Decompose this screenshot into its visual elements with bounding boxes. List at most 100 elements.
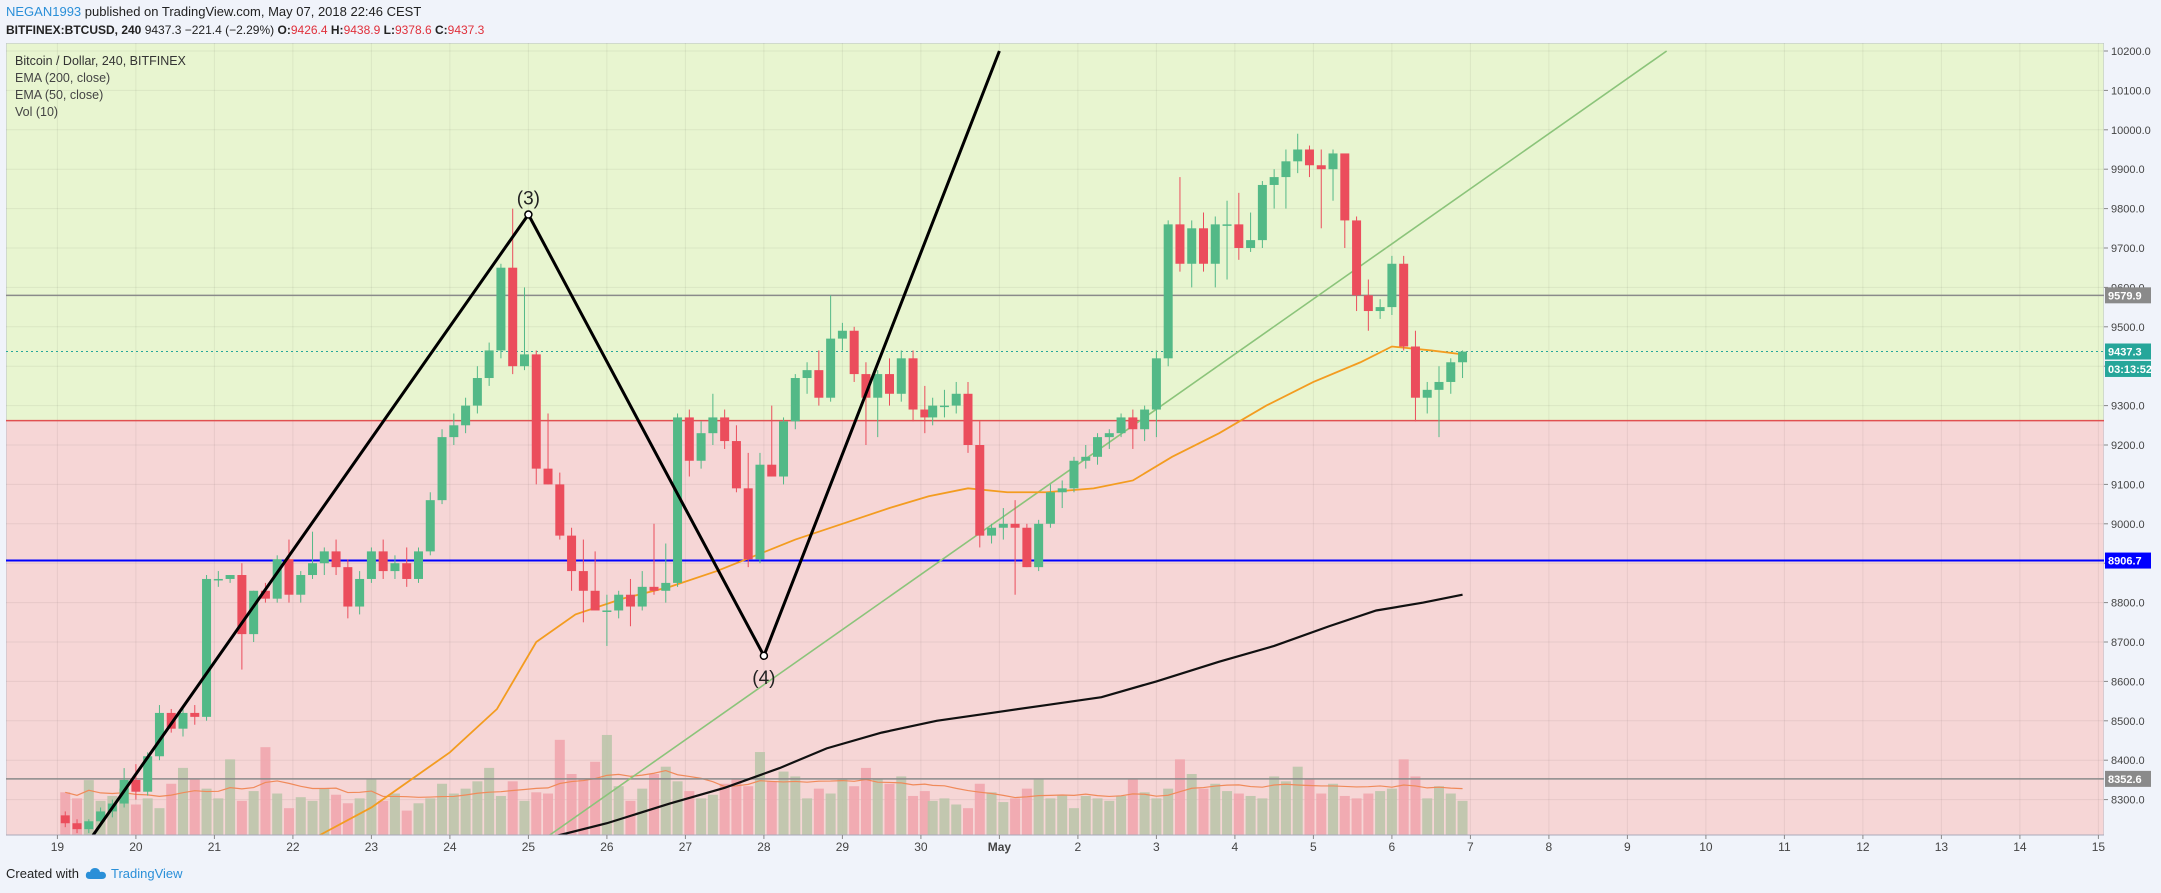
volume-bar (1257, 798, 1268, 835)
volume-bar (672, 781, 683, 835)
time-tick-label: 10 (1699, 840, 1713, 854)
candle-up (437, 437, 447, 501)
candle-down (731, 441, 741, 489)
volume-bar (813, 788, 824, 835)
price-tick-label: 9800.0 (2111, 204, 2145, 216)
price-tag-label: 8906.7 (2108, 556, 2142, 568)
candle-down (1128, 417, 1138, 430)
candle-down (920, 409, 930, 418)
chart-legend: Bitcoin / Dollar, 240, BITFINEX EMA (200… (15, 53, 186, 121)
volume-bar (790, 776, 801, 835)
price-tag (2105, 770, 2151, 787)
candle-down (567, 535, 577, 572)
candle-down (60, 815, 70, 824)
volume-bar (389, 793, 400, 835)
price-tick-label: 9500.0 (2111, 322, 2145, 334)
candle-down (343, 567, 353, 607)
volume-bar (413, 803, 424, 835)
candle-up (1069, 460, 1079, 489)
volume-bar (554, 739, 565, 835)
candle-down (1410, 346, 1420, 398)
candle-up (1210, 224, 1220, 264)
price-tag (2105, 360, 2151, 377)
candle-up (826, 338, 836, 398)
volume-bar (1092, 798, 1103, 835)
volume-bar (884, 783, 895, 835)
candle-down (814, 370, 824, 398)
price-tick-label: 10000.0 (2111, 125, 2151, 137)
volume-bar (660, 766, 671, 835)
volume-bar (130, 804, 141, 835)
volume-bar (1068, 808, 1079, 835)
price-chart[interactable]: (3) (4) 8300.0 8400.0 8500.0 8600.0 8700.0 8800… (5, 42, 2153, 858)
price-tick-label: 9200.0 (2111, 440, 2145, 452)
volume-bar (590, 761, 601, 835)
time-axis (6, 835, 2153, 858)
price-tick-label: 10100.0 (2111, 85, 2151, 97)
volume-bar (1339, 795, 1350, 835)
candle-up (84, 821, 94, 830)
candle-up (951, 393, 961, 406)
price-tick-label: 9000.0 (2111, 519, 2145, 531)
ema200-line (543, 593, 1463, 841)
time-tick-label: 14 (2013, 840, 2027, 854)
volume-bar (472, 781, 483, 835)
volume-bar (1375, 791, 1386, 835)
price-tick-label: 8300.0 (2111, 795, 2145, 807)
volume-bar (696, 798, 707, 835)
volume-bar (1010, 798, 1021, 835)
time-tick-label: 30 (914, 840, 928, 854)
candle-down (963, 393, 973, 445)
username-link[interactable]: NEGAN1993 (6, 4, 82, 19)
candle-up (1045, 492, 1055, 524)
time-tick-label: 9 (1624, 840, 1631, 854)
price-tick-label: 8700.0 (2111, 637, 2145, 649)
candle-up (1293, 149, 1303, 162)
volume-bar (754, 752, 765, 835)
high-value: 9438.9 (343, 23, 381, 37)
time-tick-label: 2 (1075, 840, 1082, 854)
candle-up (519, 354, 529, 367)
volume-bar (1328, 783, 1339, 835)
candle-down (166, 712, 176, 729)
wave-point (524, 210, 533, 219)
volume-bar (201, 788, 212, 835)
candle-down (767, 464, 777, 477)
tradingview-cloud-icon (85, 868, 106, 879)
time-tick-label: 29 (836, 840, 850, 854)
candle-up (1151, 358, 1161, 410)
candle-up (1163, 224, 1173, 359)
volume-bar (189, 778, 200, 835)
candle-up (366, 551, 376, 579)
volume-bar (778, 771, 789, 835)
candle-down (590, 590, 600, 611)
volume-bar (578, 778, 589, 835)
volume-bar (248, 791, 259, 835)
ema50-line (312, 345, 1463, 840)
candle-up (1434, 381, 1444, 390)
volume-bar (1398, 759, 1409, 835)
volume-bar (1457, 800, 1468, 835)
tradingview-logo-link[interactable]: TradingView (85, 866, 183, 881)
volume-bar (83, 780, 94, 835)
volume-bar (1021, 788, 1032, 835)
candle-up (213, 578, 223, 581)
volume-bar (543, 793, 554, 835)
candle-down (131, 779, 141, 792)
candle-up (484, 350, 494, 379)
volume-bar (1057, 794, 1068, 835)
price-tag (2105, 287, 2151, 304)
volume-bar (1186, 774, 1197, 835)
volume-bar (354, 798, 365, 835)
volume-bar (1127, 778, 1138, 835)
wave-label: (4) (752, 668, 775, 689)
volume-bar (1304, 778, 1315, 835)
candle-up (802, 370, 812, 379)
volume-bar (460, 788, 471, 835)
volume-bar (927, 800, 938, 835)
candle-down (1234, 224, 1244, 248)
chart-area[interactable]: (3) (4) 8300.0 8400.0 8500.0 8600.0 8700.0 8800… (5, 42, 2153, 863)
candle-up (178, 712, 188, 729)
candle-up (143, 756, 153, 792)
time-tick-label: 15 (2092, 840, 2106, 854)
